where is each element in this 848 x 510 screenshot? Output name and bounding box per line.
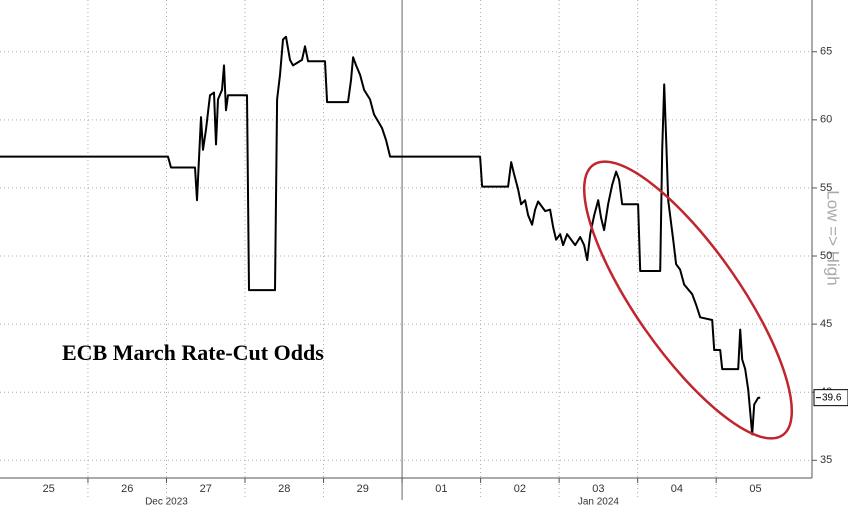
y-tick-label: 45 (820, 318, 832, 330)
last-value-label: 39.6 (822, 392, 842, 403)
last-value-tag (813, 389, 848, 407)
chart-title: ECB March Rate-Cut Odds (62, 340, 324, 365)
y-axis-label: Low => High (824, 190, 843, 285)
y-tick-label: 35 (820, 454, 832, 466)
x-tick-label: 05 (749, 483, 761, 495)
y-tick-label: 60 (820, 114, 832, 126)
x-tick-label: 03 (592, 483, 604, 495)
x-tick-label: 28 (278, 483, 290, 495)
line-series (0, 35, 761, 436)
x-tick-label: 01 (435, 483, 447, 495)
x-tick-label: 27 (200, 483, 212, 495)
y-tick-label: 55 (820, 182, 832, 194)
x-tick-label: 04 (671, 483, 683, 495)
x-tick-label: 02 (514, 483, 526, 495)
x-tick-label: 25 (43, 483, 55, 495)
x-tick-label: 26 (121, 483, 133, 495)
x-tick-label: 29 (357, 483, 369, 495)
x-group-label: Jan 2024 (578, 497, 620, 508)
highlight-ellipse (582, 160, 794, 440)
y-tick-label: 50 (820, 250, 832, 262)
x-group-label: Dec 2023 (145, 497, 188, 508)
y-tick-label: 65 (820, 46, 832, 58)
